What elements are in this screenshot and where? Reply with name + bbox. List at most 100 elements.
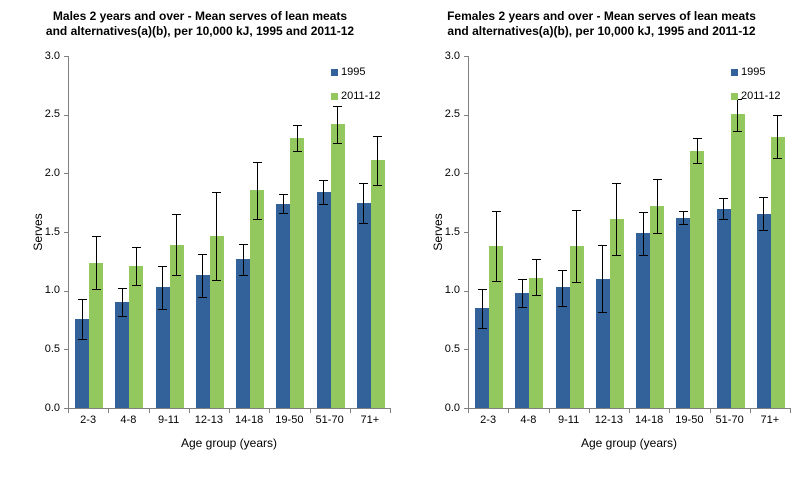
error-bar-cap <box>572 209 582 211</box>
error-bar-cap <box>77 338 87 340</box>
y-tick-mark <box>64 173 68 175</box>
error-bar-cap <box>612 255 622 257</box>
error-bar-cap <box>359 182 369 184</box>
x-axis-title: Age group (years) <box>180 436 278 450</box>
bar-2011-12 <box>89 262 104 408</box>
error-bar-cap <box>373 185 383 187</box>
y-tick-label: 2.5 <box>444 108 460 121</box>
x-category-label: 51-70 <box>715 414 744 426</box>
error-bar-1995 <box>562 269 564 306</box>
bar-2011-12 <box>529 277 544 408</box>
x-tick-mark <box>269 409 271 413</box>
error-bar-cap <box>517 307 527 309</box>
bar-1995 <box>595 278 610 408</box>
x-tick-mark <box>669 409 671 413</box>
y-tick-label: 1.0 <box>444 284 460 297</box>
x-tick-mark <box>548 409 550 413</box>
bar-1995 <box>555 287 570 408</box>
error-bar-cap <box>319 203 329 205</box>
bar-1995 <box>716 208 731 408</box>
error-bar-cap <box>692 138 702 140</box>
error-bar-cap <box>719 219 729 221</box>
bar-2011-12 <box>209 235 224 408</box>
x-tick-mark <box>390 409 391 413</box>
y-tick-mark <box>464 173 468 175</box>
x-tick-mark <box>148 409 150 413</box>
y-tick-label: 0.5 <box>444 342 460 355</box>
error-bar-1995 <box>81 298 83 339</box>
bar-2011-12 <box>690 151 705 408</box>
chart-females: Females 2 years and over - Mean serves o… <box>400 0 803 491</box>
y-tick-label: 2.0 <box>444 166 460 179</box>
y-tick-mark <box>464 114 468 116</box>
x-category-label: 51-70 <box>315 414 344 426</box>
legend-item-2011-12: 2011-12 <box>331 90 381 103</box>
error-bar-2011-12 <box>616 182 618 256</box>
error-bar-2011-12 <box>296 125 298 152</box>
error-bar-cap <box>678 223 688 225</box>
error-bar-cap <box>759 229 769 231</box>
error-bar-2011-12 <box>737 99 739 132</box>
chart-title: Males 2 years and over - Mean serves of … <box>45 9 355 38</box>
y-tick-mark <box>464 408 468 409</box>
y-tick-label: 2.0 <box>44 166 60 179</box>
x-axis-title: Age group (years) <box>580 436 678 450</box>
bar-1995 <box>195 275 210 408</box>
x-tick-mark <box>349 409 351 413</box>
legend: 1995 2011-12 <box>731 66 781 103</box>
error-bar-cap <box>638 255 648 257</box>
error-bar-cap <box>477 328 487 330</box>
bar-2011-12 <box>330 124 345 408</box>
error-bar-2011-12 <box>256 161 258 220</box>
x-tick-mark <box>629 409 630 413</box>
bar-1995 <box>155 287 170 408</box>
y-tick-mark <box>464 56 468 57</box>
error-bar-cap <box>333 142 343 144</box>
y-tick-label: 1.0 <box>44 284 60 297</box>
error-bar-cap <box>117 316 127 318</box>
y-tick-label: 0.0 <box>444 401 460 414</box>
error-bar-2011-12 <box>135 247 137 285</box>
error-bar-1995 <box>521 278 523 308</box>
error-bar-cap <box>652 233 662 235</box>
error-bar-cap <box>652 179 662 181</box>
x-tick-mark <box>508 409 510 413</box>
x-category-label: 12-13 <box>194 414 223 426</box>
error-bar-cap <box>252 219 262 221</box>
error-bar-2011-12 <box>576 209 578 283</box>
error-bar-cap <box>131 284 141 286</box>
y-tick-mark <box>64 290 68 292</box>
x-tick-mark <box>709 409 711 413</box>
legend-item-2011-12: 2011-12 <box>731 90 781 103</box>
bar-2011-12 <box>290 138 305 408</box>
plot-area <box>468 56 791 409</box>
error-bar-1995 <box>481 289 483 329</box>
bar-2011-12 <box>250 189 265 408</box>
legend-item-1995: 1995 <box>331 66 381 79</box>
bar-2011-12 <box>370 160 385 408</box>
error-bar-2011-12 <box>696 138 698 163</box>
x-category-label: 4-8 <box>120 414 137 426</box>
error-bar-cap <box>759 196 769 198</box>
error-bar-cap <box>558 269 568 271</box>
y-tick-mark <box>64 349 68 351</box>
x-tick-mark <box>68 409 69 413</box>
legend-swatch-1995 <box>731 69 738 76</box>
bar-2011-12 <box>730 113 745 408</box>
legend-swatch-2011-12 <box>331 93 338 100</box>
error-bar-cap <box>733 131 743 133</box>
error-bar-cap <box>572 282 582 284</box>
bar-1995 <box>115 302 130 408</box>
x-category-label: 14-18 <box>635 414 664 426</box>
x-tick-mark <box>749 409 751 413</box>
bar-2011-12 <box>569 246 584 408</box>
x-tick-mark <box>588 409 590 413</box>
error-bar-cap <box>531 295 541 297</box>
error-bar-cap <box>198 254 208 256</box>
error-bar-cap <box>319 180 329 182</box>
y-tick-label: 3.0 <box>44 49 60 62</box>
error-bar-cap <box>477 289 487 291</box>
x-tick-mark <box>229 409 230 413</box>
bar-1995 <box>475 308 490 408</box>
y-tick-label: 1.5 <box>444 225 460 238</box>
